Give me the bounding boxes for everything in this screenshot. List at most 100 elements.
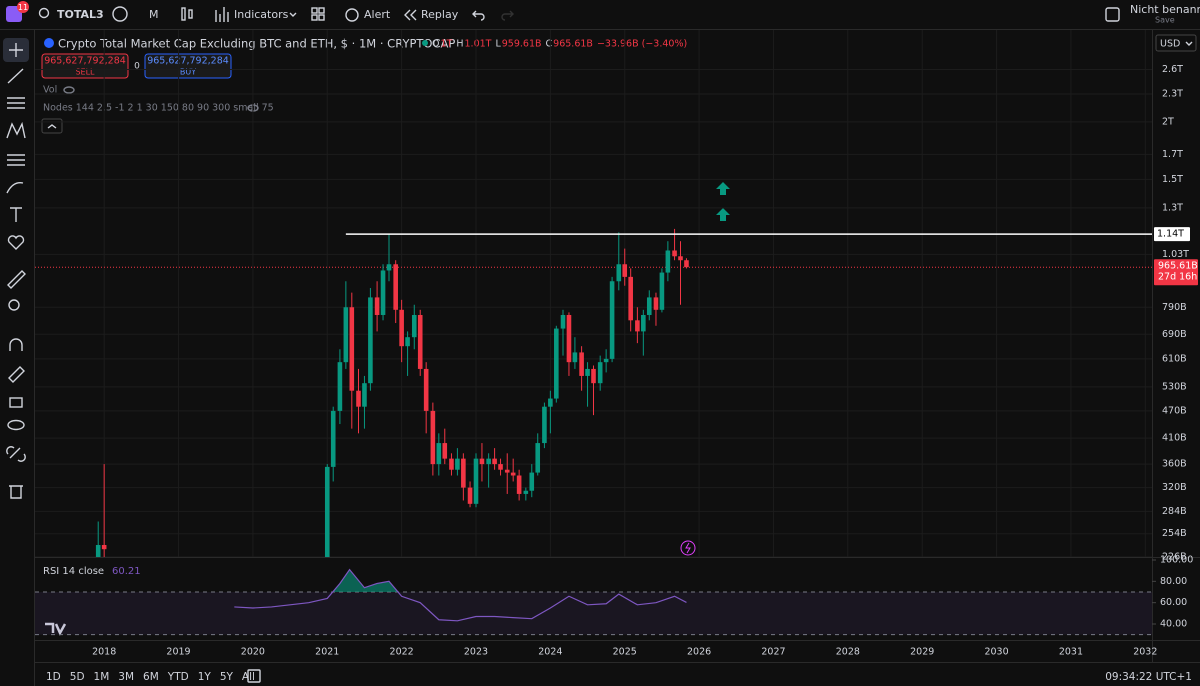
- candle-body: [101, 545, 107, 550]
- ohlc-key: L: [495, 39, 501, 50]
- currency[interactable]: USD: [1160, 39, 1180, 50]
- badge-count: 11: [18, 3, 28, 12]
- time-tick-label: 2030: [984, 647, 1008, 658]
- link-tool[interactable]: [6, 446, 26, 462]
- price-tick-label: 790B: [1162, 302, 1187, 313]
- layout-icon[interactable]: [311, 7, 318, 14]
- save[interactable]: Save: [1155, 16, 1175, 25]
- alert[interactable]: Alert: [364, 8, 391, 21]
- last-price-box: [1154, 259, 1198, 286]
- sell-button[interactable]: [41, 53, 129, 79]
- add-symbol[interactable]: [112, 6, 128, 22]
- forecast-tool[interactable]: [7, 154, 25, 166]
- spread: 0: [134, 62, 140, 72]
- price-tick-label: 320B: [1162, 482, 1187, 493]
- rsi-tick-label: 40.00: [1160, 619, 1187, 630]
- rsi-title: RSI 14 close: [43, 566, 104, 577]
- stay-drawing-tool[interactable]: [8, 366, 25, 383]
- price-tick-label: 1.3T: [1162, 202, 1183, 213]
- layout-icon: [318, 14, 325, 21]
- rsi-pane: [35, 568, 1152, 636]
- time-tick-label: 2028: [836, 647, 860, 658]
- legend-title: Crypto Total Market Cap Excluding BTC an…: [58, 37, 455, 51]
- range-button[interactable]: 1Y: [198, 671, 212, 683]
- dropdown-icon: [1185, 41, 1193, 46]
- range-button[interactable]: YTD: [167, 671, 189, 683]
- candle-body: [659, 272, 665, 310]
- badge: [17, 1, 29, 13]
- layout-icon: [318, 7, 325, 14]
- currency-select[interactable]: [1155, 34, 1197, 52]
- candle-body: [405, 337, 410, 347]
- interval[interactable]: M: [149, 8, 159, 21]
- layout-name[interactable]: Nicht benannt: [1130, 3, 1200, 16]
- candle-body: [510, 472, 516, 476]
- alert-icon[interactable]: [345, 8, 359, 22]
- fib-tool[interactable]: [7, 97, 25, 109]
- text-tool[interactable]: [10, 207, 22, 222]
- candle-body: [349, 307, 355, 391]
- candle-body: [579, 352, 584, 376]
- candle-body: [393, 264, 398, 310]
- candle-body: [461, 458, 466, 488]
- sell-price: 965,627,792,284: [44, 56, 126, 67]
- redo[interactable]: [501, 10, 514, 21]
- trash-tool[interactable]: [9, 485, 23, 499]
- symbol[interactable]: TOTAL3: [57, 8, 104, 21]
- market-status: [422, 40, 428, 46]
- buy-price: 965,627,792,284: [147, 56, 229, 67]
- range-button[interactable]: 1M: [94, 671, 110, 683]
- crosshair-tool[interactable]: [9, 43, 23, 57]
- range-button[interactable]: 1D: [46, 671, 61, 683]
- range-button[interactable]: 5D: [70, 671, 85, 683]
- candle-body: [548, 398, 553, 407]
- candle-body: [566, 314, 572, 363]
- range-button[interactable]: 5Y: [220, 671, 234, 683]
- candle-body: [498, 464, 503, 470]
- collapse-legend[interactable]: [41, 118, 63, 134]
- favorites-tool[interactable]: [7, 235, 25, 250]
- hide-tool[interactable]: [7, 419, 25, 431]
- time-tick-label: 2025: [613, 647, 637, 658]
- dropdown-icon[interactable]: [289, 12, 297, 17]
- range-button[interactable]: 6M: [143, 671, 159, 683]
- magnet-tool[interactable]: [9, 338, 23, 351]
- candle-body: [455, 458, 460, 470]
- search-icon[interactable]: [38, 7, 50, 19]
- price-tick-label: 2.6T: [1162, 64, 1183, 75]
- event-icon[interactable]: [680, 540, 696, 556]
- buy-button[interactable]: [144, 53, 232, 79]
- up-arrow-icon: [716, 182, 730, 195]
- time-tick-label: 2026: [687, 647, 711, 658]
- hline-label: 1.14T: [1157, 229, 1184, 240]
- hidden-icon[interactable]: [63, 86, 75, 94]
- zoom-tool[interactable]: [8, 299, 20, 311]
- range-button[interactable]: 3M: [118, 671, 134, 683]
- rsi-tick-label: 100.00: [1160, 555, 1193, 566]
- indicators[interactable]: Indicators: [234, 8, 289, 21]
- time-tick-label: 2021: [315, 647, 339, 658]
- candle-body: [386, 264, 392, 271]
- ohlc-value: 965.61B: [553, 39, 593, 50]
- candle-body: [635, 320, 640, 332]
- undo[interactable]: [472, 10, 485, 21]
- candle-body: [603, 358, 609, 363]
- pattern-tool[interactable]: [6, 121, 26, 139]
- candle-body: [572, 352, 578, 363]
- lock-tool[interactable]: [9, 397, 23, 408]
- ruler-tool[interactable]: [7, 270, 26, 289]
- chart-type-icon[interactable]: [181, 7, 186, 21]
- trendline-tool[interactable]: [7, 68, 24, 84]
- candle-body: [356, 390, 361, 407]
- ohlc-legend: O 1T H 1.01T L 959.61B C 965.61B −33.96B (−3.40%…: [432, 39, 687, 50]
- layout-checkbox[interactable]: [1105, 7, 1120, 22]
- candle-body: [380, 270, 386, 315]
- date-range-icon[interactable]: [247, 669, 261, 683]
- replay-icon[interactable]: [404, 9, 417, 21]
- candle-body: [343, 307, 349, 363]
- replay[interactable]: Replay: [421, 8, 459, 21]
- candle-body: [529, 472, 535, 491]
- brush-tool[interactable]: [6, 182, 24, 194]
- price-tick-label: 2.3T: [1162, 89, 1183, 100]
